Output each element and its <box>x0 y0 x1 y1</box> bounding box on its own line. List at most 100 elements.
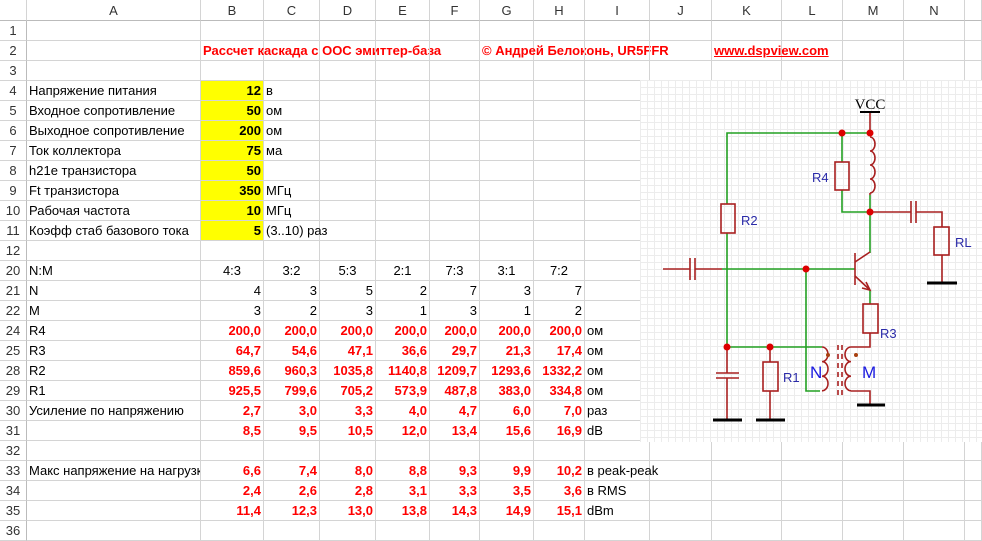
cell[interactable] <box>534 161 585 181</box>
cell[interactable] <box>264 441 320 461</box>
value-cell[interactable]: 799,6 <box>264 381 320 401</box>
cell[interactable] <box>480 61 534 81</box>
value-cell[interactable]: 4,0 <box>376 401 430 421</box>
input-label[interactable]: Напряжение питания <box>27 81 201 101</box>
cell[interactable] <box>264 241 320 261</box>
value-cell[interactable]: 13,0 <box>320 501 376 521</box>
value-cell[interactable]: 12,0 <box>376 421 430 441</box>
cell[interactable] <box>201 441 264 461</box>
cell[interactable] <box>264 41 320 61</box>
cell[interactable] <box>480 81 534 101</box>
cell[interactable] <box>376 161 430 181</box>
cell[interactable] <box>376 121 430 141</box>
value-cell[interactable]: 3,0 <box>264 401 320 421</box>
cell[interactable] <box>534 81 585 101</box>
input-unit[interactable]: в <box>264 81 320 101</box>
value-cell[interactable]: 200,0 <box>376 321 430 341</box>
cell[interactable] <box>712 21 782 41</box>
row-label[interactable] <box>27 501 201 521</box>
row-label[interactable]: R1 <box>27 381 201 401</box>
cell[interactable] <box>480 181 534 201</box>
cell[interactable] <box>320 441 376 461</box>
cell[interactable] <box>843 61 904 81</box>
cell[interactable] <box>712 481 782 501</box>
cell[interactable] <box>480 201 534 221</box>
website-link[interactable]: www.dspview.com <box>712 41 829 61</box>
value-cell[interactable]: 11,4 <box>201 501 264 521</box>
row-header[interactable]: 36 <box>0 521 27 541</box>
value-cell[interactable]: 2,8 <box>320 481 376 501</box>
value-cell[interactable]: 54,6 <box>264 341 320 361</box>
value-cell[interactable]: 8,0 <box>320 461 376 481</box>
ratio-header[interactable]: 3:2 <box>264 261 320 281</box>
cell[interactable] <box>320 201 376 221</box>
value-cell[interactable]: 36,6 <box>376 341 430 361</box>
value-cell[interactable]: 6,6 <box>201 461 264 481</box>
cell[interactable] <box>843 441 904 461</box>
cell[interactable] <box>650 461 712 481</box>
value-cell[interactable]: 6,0 <box>480 401 534 421</box>
column-header[interactable]: K <box>712 0 782 21</box>
cell[interactable] <box>430 181 480 201</box>
row-header[interactable]: 5 <box>0 101 27 121</box>
column-header[interactable]: C <box>264 0 320 21</box>
column-header[interactable]: E <box>376 0 430 21</box>
input-value[interactable]: 50 <box>201 161 264 181</box>
value-cell[interactable]: 7 <box>534 281 585 301</box>
column-header[interactable]: H <box>534 0 585 21</box>
value-cell[interactable]: 12,3 <box>264 501 320 521</box>
value-cell[interactable]: 14,3 <box>430 501 480 521</box>
value-cell[interactable]: 10,5 <box>320 421 376 441</box>
row-label[interactable]: M <box>27 301 201 321</box>
row-header[interactable]: 4 <box>0 81 27 101</box>
column-header[interactable]: G <box>480 0 534 21</box>
cell[interactable] <box>650 61 712 81</box>
cell[interactable] <box>782 501 843 521</box>
cell[interactable] <box>376 21 430 41</box>
cell[interactable] <box>376 41 430 61</box>
cell[interactable] <box>201 521 264 541</box>
row-header[interactable]: 9 <box>0 181 27 201</box>
row-header[interactable]: 30 <box>0 401 27 421</box>
cell[interactable] <box>320 41 376 61</box>
cell[interactable] <box>430 141 480 161</box>
row-unit[interactable]: dBm <box>585 501 650 521</box>
row-header[interactable]: 6 <box>0 121 27 141</box>
cell[interactable] <box>782 481 843 501</box>
row-header[interactable]: 7 <box>0 141 27 161</box>
value-cell[interactable]: 14,9 <box>480 501 534 521</box>
cell[interactable] <box>480 221 534 241</box>
cell[interactable] <box>480 241 534 261</box>
input-value[interactable]: 350 <box>201 181 264 201</box>
cell[interactable] <box>712 501 782 521</box>
value-cell[interactable]: 15,6 <box>480 421 534 441</box>
cell[interactable] <box>430 241 480 261</box>
input-unit[interactable]: ом <box>264 121 320 141</box>
value-cell[interactable]: 21,3 <box>480 341 534 361</box>
input-value[interactable]: 200 <box>201 121 264 141</box>
cell[interactable] <box>650 41 712 61</box>
row-header[interactable]: 33 <box>0 461 27 481</box>
cell[interactable] <box>650 441 712 461</box>
cell[interactable] <box>376 141 430 161</box>
row-header[interactable]: 25 <box>0 341 27 361</box>
cell[interactable] <box>480 21 534 41</box>
input-value[interactable]: 12 <box>201 81 264 101</box>
cell[interactable] <box>712 61 782 81</box>
cell[interactable] <box>320 521 376 541</box>
value-cell[interactable]: 200,0 <box>534 321 585 341</box>
cell[interactable] <box>650 21 712 41</box>
cell[interactable] <box>650 521 712 541</box>
column-header[interactable]: F <box>430 0 480 21</box>
cell[interactable] <box>904 481 965 501</box>
cell[interactable] <box>201 21 264 41</box>
cell[interactable] <box>430 441 480 461</box>
value-cell[interactable]: 2 <box>376 281 430 301</box>
cell[interactable] <box>782 41 843 61</box>
cell[interactable] <box>712 461 782 481</box>
row-header[interactable]: 11 <box>0 221 27 241</box>
value-cell[interactable]: 3,1 <box>376 481 430 501</box>
cell[interactable] <box>534 221 585 241</box>
cell[interactable] <box>585 21 650 41</box>
value-cell[interactable]: 9,9 <box>480 461 534 481</box>
